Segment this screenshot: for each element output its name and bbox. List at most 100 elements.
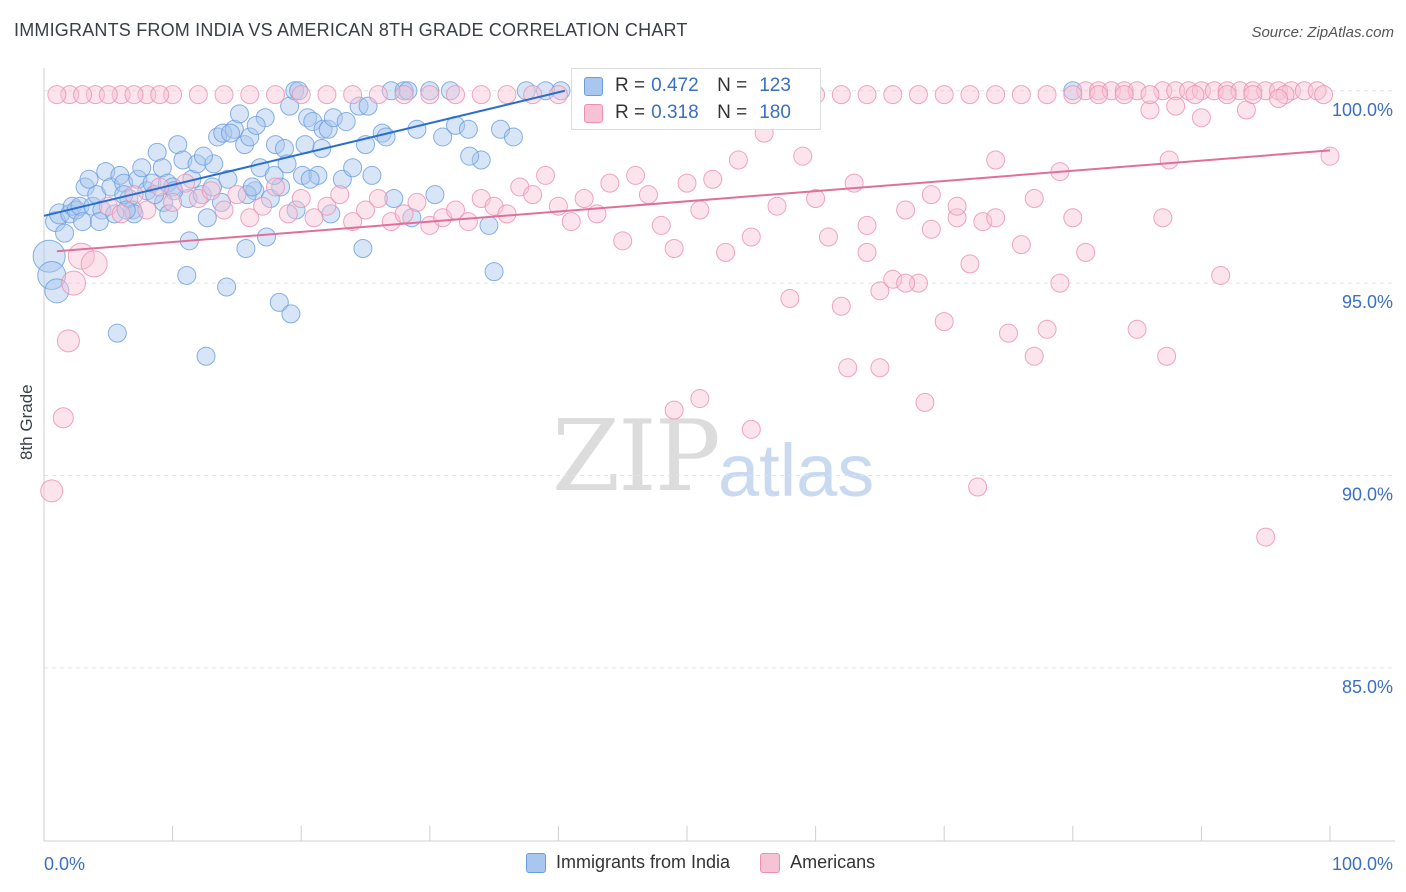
point-india bbox=[107, 323, 127, 343]
point-americans bbox=[921, 219, 941, 239]
point-india bbox=[147, 142, 167, 162]
stats-swatch-india bbox=[584, 76, 603, 96]
stats-r-value: 0.472 bbox=[651, 75, 699, 96]
point-india bbox=[218, 169, 238, 189]
point-india bbox=[168, 135, 188, 155]
stats-swatch-americans bbox=[584, 103, 603, 123]
point-americans bbox=[1011, 85, 1031, 105]
chart-legend: Immigrants from India Americans bbox=[526, 852, 905, 873]
point-americans bbox=[960, 254, 980, 274]
point-americans bbox=[1166, 96, 1186, 116]
point-americans bbox=[1127, 81, 1147, 101]
point-india bbox=[236, 239, 256, 259]
point-india bbox=[353, 239, 373, 259]
point-india bbox=[503, 127, 523, 147]
point-americans bbox=[458, 212, 478, 232]
point-americans bbox=[638, 185, 658, 205]
point-americans bbox=[1153, 208, 1173, 228]
point-americans bbox=[600, 173, 620, 193]
point-americans bbox=[716, 242, 736, 262]
point-americans bbox=[124, 85, 144, 105]
legend-item-india[interactable]: Immigrants from India bbox=[526, 852, 730, 873]
point-india bbox=[298, 108, 318, 128]
point-india bbox=[132, 158, 152, 178]
point-india bbox=[32, 239, 66, 273]
point-americans bbox=[613, 231, 633, 251]
point-americans bbox=[838, 358, 858, 378]
point-americans bbox=[1185, 85, 1205, 105]
point-india bbox=[318, 119, 338, 139]
point-india bbox=[376, 127, 396, 147]
point-americans bbox=[741, 419, 761, 439]
point-americans bbox=[214, 200, 234, 220]
point-india bbox=[343, 158, 363, 178]
point-americans bbox=[1063, 85, 1083, 105]
point-india bbox=[281, 304, 301, 324]
point-americans bbox=[870, 281, 890, 301]
point-americans bbox=[523, 185, 543, 205]
point-india bbox=[280, 96, 300, 116]
point-india bbox=[220, 123, 240, 143]
point-india bbox=[37, 260, 67, 290]
point-americans bbox=[806, 189, 826, 209]
source-label: Source: ZipAtlas.com bbox=[1251, 24, 1394, 41]
point-americans bbox=[793, 146, 813, 166]
point-americans bbox=[831, 296, 851, 316]
point-americans bbox=[40, 479, 64, 503]
x-tick-label: 0.0% bbox=[44, 854, 85, 874]
stats-r-label: R = bbox=[615, 102, 646, 123]
stats-row-americans: R = 0.318 N = 180 bbox=[584, 102, 791, 124]
point-americans bbox=[1114, 85, 1134, 105]
point-americans bbox=[317, 85, 337, 105]
point-india bbox=[105, 204, 125, 224]
point-americans bbox=[1037, 319, 1057, 339]
trendline-india bbox=[43, 89, 566, 217]
point-americans bbox=[214, 85, 234, 105]
point-india bbox=[484, 262, 504, 282]
y-tick-label: 90.0% bbox=[1342, 485, 1393, 505]
point-americans bbox=[677, 173, 697, 193]
point-india bbox=[398, 81, 418, 101]
point-india bbox=[152, 158, 172, 178]
point-americans bbox=[265, 177, 285, 197]
point-americans bbox=[896, 200, 916, 220]
point-americans bbox=[80, 250, 108, 278]
point-india bbox=[240, 127, 260, 147]
point-americans bbox=[407, 192, 427, 212]
point-americans bbox=[188, 85, 208, 105]
point-americans bbox=[883, 269, 903, 289]
stats-n-label: N = bbox=[717, 102, 748, 123]
point-india bbox=[79, 169, 99, 189]
point-americans bbox=[253, 196, 273, 216]
point-americans bbox=[1256, 527, 1276, 547]
point-americans bbox=[1050, 273, 1070, 293]
point-americans bbox=[1191, 108, 1211, 128]
point-americans bbox=[368, 85, 388, 105]
legend-item-americans[interactable]: Americans bbox=[760, 852, 875, 873]
y-tick-label: 85.0% bbox=[1342, 677, 1393, 697]
point-americans bbox=[883, 85, 903, 105]
point-americans bbox=[240, 208, 260, 228]
point-india bbox=[433, 127, 453, 147]
point-india bbox=[271, 177, 291, 197]
point-india bbox=[197, 208, 217, 228]
point-americans bbox=[921, 185, 941, 205]
point-americans bbox=[1269, 88, 1289, 108]
trendline-americans bbox=[56, 149, 1331, 253]
legend-label-americans: Americans bbox=[790, 852, 876, 872]
legend-swatch-india bbox=[526, 852, 546, 873]
stats-r-label: R = bbox=[615, 75, 646, 96]
point-india bbox=[177, 265, 197, 285]
point-americans bbox=[137, 200, 157, 220]
point-americans bbox=[201, 181, 221, 201]
y-tick-label: 95.0% bbox=[1342, 292, 1393, 312]
point-americans bbox=[908, 85, 928, 105]
point-americans bbox=[1159, 150, 1179, 170]
point-americans bbox=[227, 185, 247, 205]
y-tick-label: 100.0% bbox=[1332, 100, 1393, 120]
point-india bbox=[213, 123, 233, 143]
point-americans bbox=[1076, 242, 1096, 262]
point-americans bbox=[986, 85, 1006, 105]
point-americans bbox=[1211, 265, 1231, 285]
point-americans bbox=[240, 85, 260, 105]
